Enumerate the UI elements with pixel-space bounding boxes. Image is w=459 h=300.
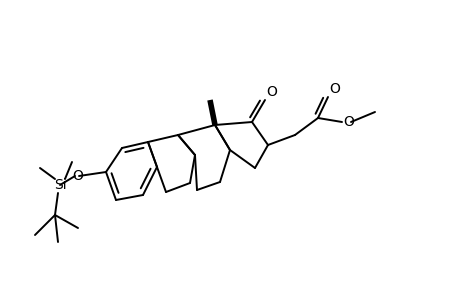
Text: O: O xyxy=(328,82,339,96)
Text: Si: Si xyxy=(54,178,66,192)
Text: O: O xyxy=(265,85,276,99)
Text: O: O xyxy=(72,169,83,183)
Text: O: O xyxy=(342,115,353,129)
